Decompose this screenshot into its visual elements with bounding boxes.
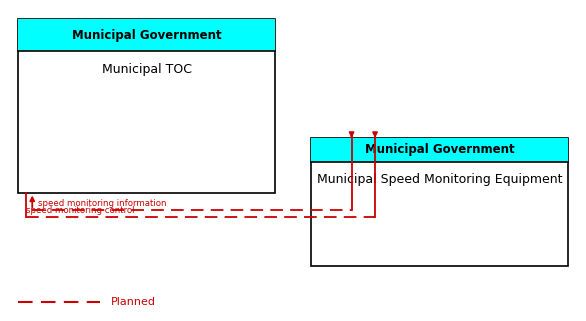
Bar xyxy=(18,19,275,51)
Bar xyxy=(18,19,275,193)
Text: speed monitoring information: speed monitoring information xyxy=(38,199,166,208)
Text: speed monitoring control: speed monitoring control xyxy=(26,206,135,215)
Text: Municipal TOC: Municipal TOC xyxy=(101,63,192,75)
Text: Municipal Government: Municipal Government xyxy=(364,143,515,156)
Text: Planned: Planned xyxy=(111,297,156,307)
Text: Municipal Speed Monitoring Equipment: Municipal Speed Monitoring Equipment xyxy=(317,173,562,186)
Bar xyxy=(311,138,568,162)
Bar xyxy=(311,138,568,266)
Text: Municipal Government: Municipal Government xyxy=(71,29,222,42)
